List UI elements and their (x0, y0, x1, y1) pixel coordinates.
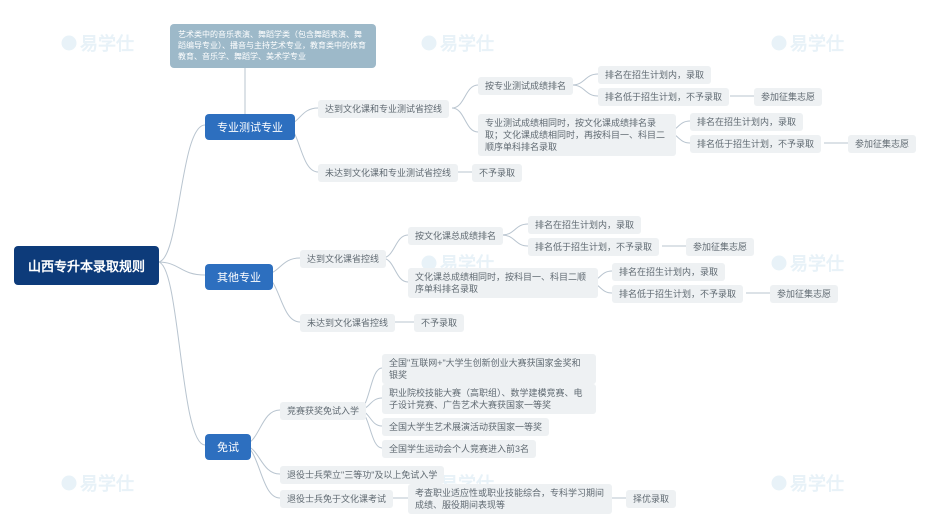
cat2-s1a1: 排名在招生计划内，录取 (528, 216, 641, 234)
watermark: 易学仕 (420, 30, 494, 56)
cat2-s2: 未达到文化课省控线 (300, 314, 395, 332)
cat2-s1b2z: 参加征集志愿 (770, 285, 838, 303)
cat2-s1a2: 排名低于招生计划，不予录取 (528, 238, 659, 256)
cat1-s1a2z: 参加征集志愿 (754, 88, 822, 106)
cat3-s1a: 全国"互联网+"大学生创新创业大赛获国家金奖和银奖 (382, 354, 596, 384)
cat1-s1b2z: 参加征集志愿 (848, 135, 916, 153)
cat3-s3a: 考查职业适应性或职业技能综合，专科学习期间成绩、服役期间表现等 (408, 484, 612, 514)
cat2-s1a: 按文化课总成绩排名 (408, 227, 503, 245)
cat3-s1d: 全国学生运动会个人竞赛进入前3名 (382, 440, 536, 458)
cat3-s1b: 职业院校技能大赛（高职组）、数学建模竞赛、电子设计竞赛、广告艺术大赛获国家一等奖 (382, 384, 596, 414)
cat2-s2a: 不予录取 (414, 314, 464, 332)
watermark: 易学仕 (60, 470, 134, 496)
watermark: 易学仕 (770, 470, 844, 496)
cat2-s1a2z: 参加征集志愿 (686, 238, 754, 256)
cat3-s3: 退役士兵免于文化课考试 (280, 490, 393, 508)
cat1: 专业测试专业 (205, 114, 295, 140)
cat3-s3a1: 择优录取 (626, 490, 676, 508)
cat3: 免试 (205, 434, 251, 460)
cat1-note: 艺术类中的音乐表演、舞蹈学类（包含舞蹈表演、舞蹈编导专业）、播音与主持艺术专业，… (170, 24, 376, 68)
cat2-s1: 达到文化课省控线 (300, 250, 386, 268)
cat1-s1: 达到文化课和专业测试省控线 (318, 100, 449, 118)
cat2-s1b: 文化课总成绩相同时，按科目一、科目二顺序单科排名录取 (408, 268, 598, 298)
cat1-s1a: 按专业测试成绩排名 (478, 77, 573, 95)
cat1-s1a1: 排名在招生计划内，录取 (598, 66, 711, 84)
watermark: 易学仕 (60, 30, 134, 56)
watermark: 易学仕 (770, 250, 844, 276)
cat2-s1b2: 排名低于招生计划，不予录取 (612, 285, 743, 303)
cat1-s1b1: 排名在招生计划内，录取 (690, 113, 803, 131)
cat1-s1b2: 排名低于招生计划，不予录取 (690, 135, 821, 153)
cat2: 其他专业 (205, 264, 273, 290)
root-node: 山西专升本录取规则 (14, 246, 159, 285)
cat1-s1a2: 排名低于招生计划，不予录取 (598, 88, 729, 106)
watermark: 易学仕 (770, 30, 844, 56)
cat1-s1b: 专业测试成绩相同时，按文化课成绩排名录取；文化课成绩相同时，再按科目一、科目二顺… (478, 114, 676, 156)
cat3-s2: 退役士兵荣立"三等功"及以上免试入学 (280, 466, 444, 484)
cat1-s2a: 不予录取 (472, 164, 522, 182)
cat3-s1c: 全国大学生艺术展演活动获国家一等奖 (382, 418, 549, 436)
cat1-s2: 未达到文化课和专业测试省控线 (318, 164, 458, 182)
cat3-s1: 竞赛获奖免试入学 (280, 402, 366, 420)
cat2-s1b1: 排名在招生计划内，录取 (612, 263, 725, 281)
